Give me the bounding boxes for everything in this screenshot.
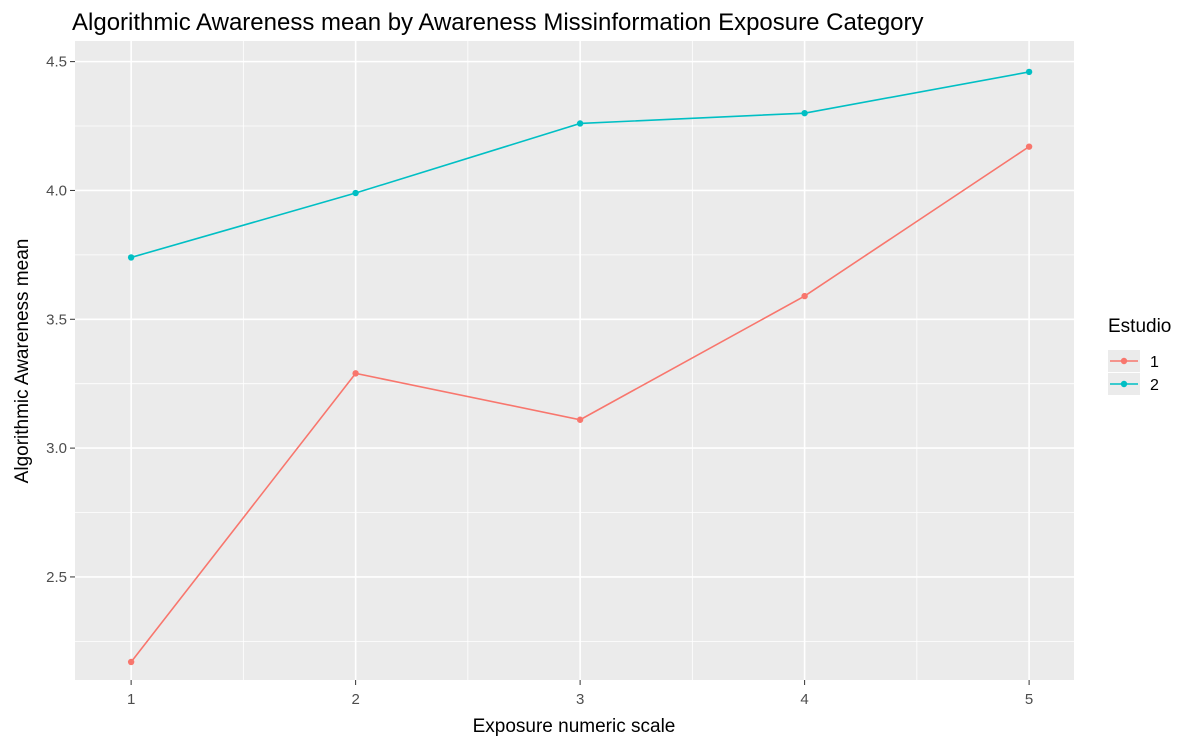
data-point-series-1 <box>1025 143 1033 150</box>
data-point-series-2 <box>576 120 584 127</box>
series-layer <box>127 68 1033 666</box>
legend-key-point <box>1120 380 1128 388</box>
x-tick-label: 4 <box>800 691 808 708</box>
data-point-series-2 <box>1025 68 1033 76</box>
data-point-series-1 <box>352 370 359 377</box>
data-point-series-1 <box>576 416 584 423</box>
legend: Estudio 1 2 <box>1108 316 1171 395</box>
axis-layer: 1 2 3 4 5 2.5 3.0 3.5 4.0 4.5 <box>46 54 1033 708</box>
x-tick-label: 5 <box>1025 691 1033 708</box>
data-point-series-1 <box>801 292 808 300</box>
x-tick-label: 2 <box>351 691 359 708</box>
legend-label: 1 <box>1150 354 1159 371</box>
x-axis-title: Exposure numeric scale <box>473 716 676 737</box>
data-point-series-2 <box>352 189 359 197</box>
data-point-series-2 <box>127 254 135 261</box>
x-tick-label: 1 <box>127 691 135 708</box>
y-tick-label: 3.0 <box>46 440 67 457</box>
data-point-series-2 <box>801 109 808 117</box>
plot-panel <box>75 41 1074 680</box>
y-axis-title: Algorithmic Awareness mean <box>12 239 33 484</box>
y-tick-label: 3.5 <box>46 311 67 328</box>
legend-title: Estudio <box>1108 316 1171 337</box>
x-tick-label: 3 <box>576 691 584 708</box>
legend-label: 2 <box>1150 377 1159 394</box>
y-tick-label: 2.5 <box>46 569 67 586</box>
grid-layer <box>75 41 1074 680</box>
chart-title: Algorithmic Awareness mean by Awareness … <box>72 9 924 36</box>
y-tick-label: 4.5 <box>46 54 67 71</box>
y-tick-label: 4.0 <box>46 182 67 199</box>
legend-key-point <box>1120 357 1128 365</box>
data-point-series-1 <box>127 658 135 666</box>
